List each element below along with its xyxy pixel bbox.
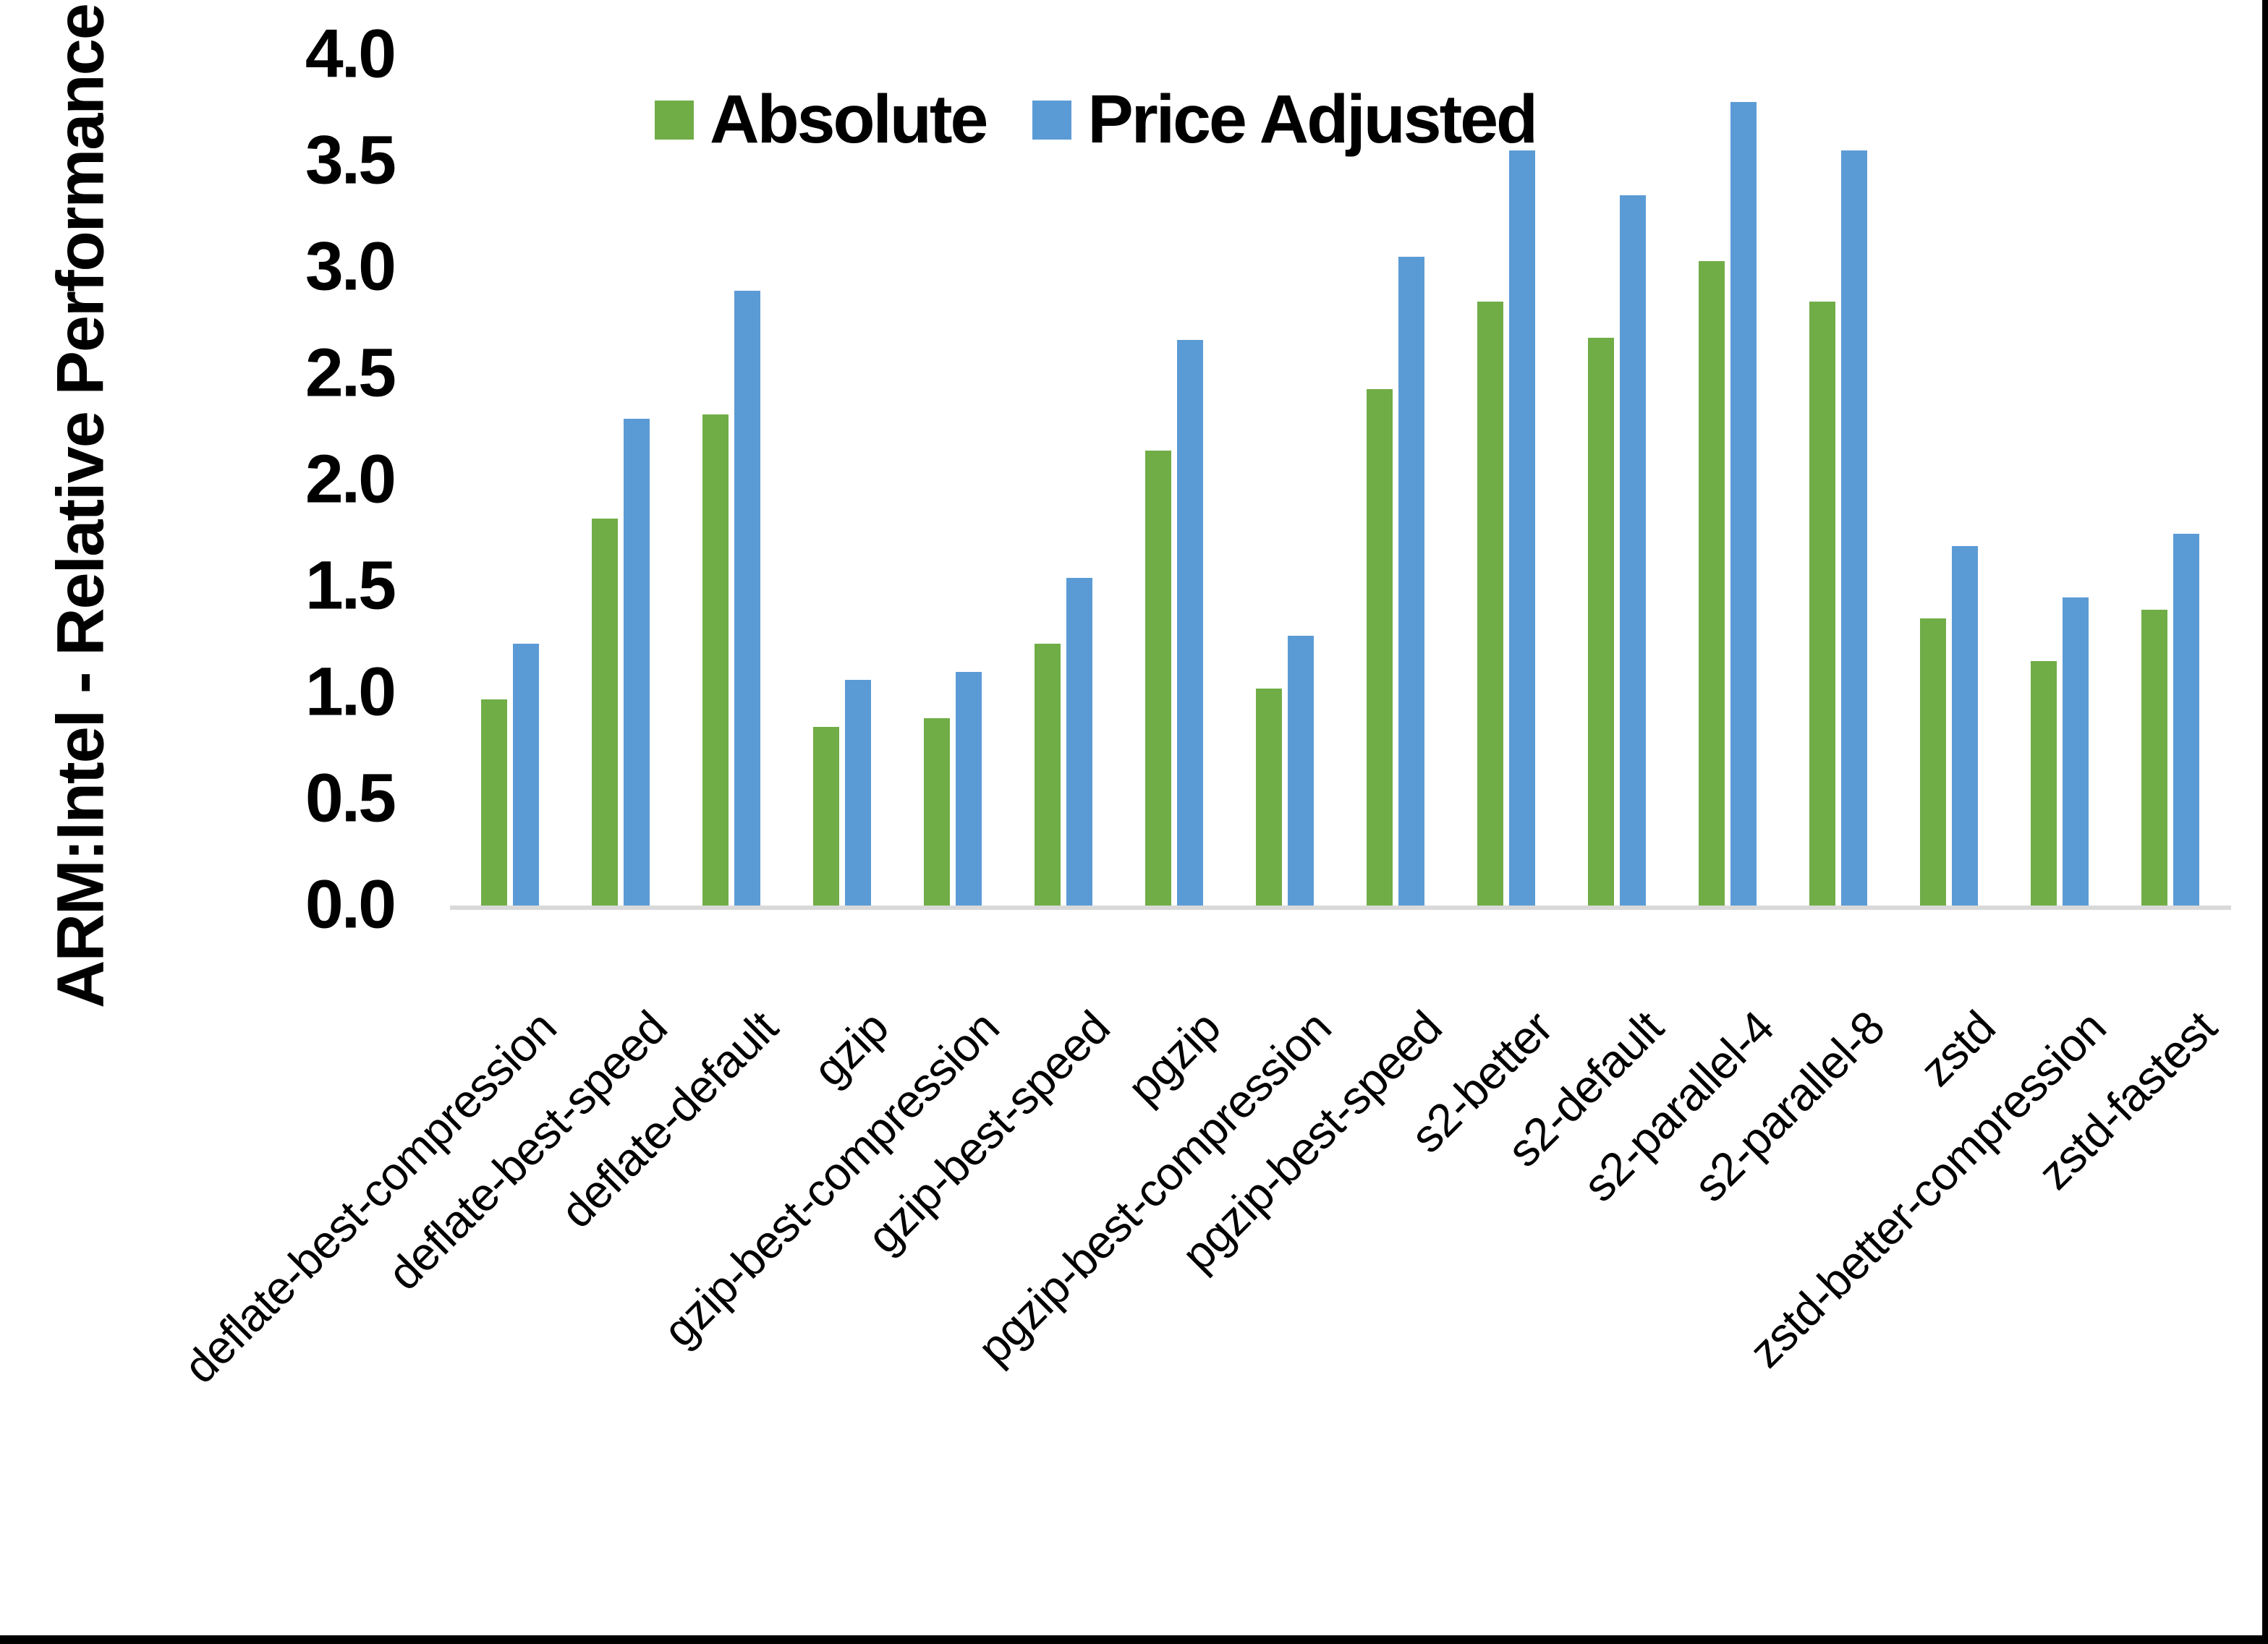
y-tick-0.5: 0.5 bbox=[305, 759, 396, 837]
bar-zstd-fastest-absolute bbox=[2141, 610, 2167, 908]
x-axis-line bbox=[450, 906, 2231, 910]
y-tick-4.0: 4.0 bbox=[305, 15, 396, 93]
bar-deflate-best-speed-price-adjusted bbox=[624, 418, 650, 908]
legend-label-price-adjusted: Price Adjusted bbox=[1087, 81, 1538, 158]
bar-zstd-better-compression-absolute bbox=[2031, 660, 2057, 908]
y-tick-2.0: 2.0 bbox=[305, 440, 396, 518]
bar-pgzip-price-adjusted bbox=[1177, 340, 1203, 908]
bar-gzip-best-speed-price-adjusted bbox=[1066, 578, 1092, 908]
y-tick-3.0: 3.0 bbox=[305, 228, 396, 305]
bar-gzip-absolute bbox=[813, 727, 839, 908]
y-axis-title: ARM:Intel - Relative Performance bbox=[43, 4, 118, 1008]
legend-label-absolute: Absolute bbox=[710, 81, 988, 158]
bar-deflate-best-speed-absolute bbox=[592, 518, 618, 908]
bar-s2-parallel-4-price-adjusted bbox=[1730, 101, 1757, 908]
legend-swatch-price-adjusted bbox=[1032, 100, 1072, 140]
bar-s2-parallel-8-price-adjusted bbox=[1841, 150, 1867, 908]
bar-pgzip-best-speed-price-adjusted bbox=[1398, 257, 1424, 908]
bar-s2-better-price-adjusted bbox=[1509, 150, 1535, 908]
bar-deflate-default-price-adjusted bbox=[734, 291, 760, 908]
screenshot-bottom-border bbox=[0, 1635, 2268, 1644]
bar-gzip-best-compression-price-adjusted bbox=[956, 671, 982, 908]
bar-zstd-price-adjusted bbox=[1952, 546, 1978, 908]
bar-gzip-best-speed-absolute bbox=[1035, 644, 1061, 908]
bar-s2-default-price-adjusted bbox=[1620, 195, 1646, 908]
y-tick-2.5: 2.5 bbox=[305, 334, 396, 412]
screenshot-right-border bbox=[2262, 0, 2268, 1644]
legend-item-absolute: Absolute bbox=[655, 81, 988, 158]
bar-pgzip-best-speed-absolute bbox=[1367, 388, 1393, 908]
bar-deflate-default-absolute bbox=[702, 414, 729, 908]
y-tick-1.0: 1.0 bbox=[305, 653, 396, 731]
bar-zstd-fastest-price-adjusted bbox=[2173, 533, 2199, 908]
bar-s2-parallel-4-absolute bbox=[1699, 261, 1725, 908]
bar-s2-better-absolute bbox=[1477, 302, 1503, 908]
bar-deflate-best-compression-absolute bbox=[481, 699, 507, 908]
bar-zstd-absolute bbox=[1920, 618, 1946, 908]
bar-pgzip-best-compression-absolute bbox=[1256, 689, 1282, 908]
bar-pgzip-absolute bbox=[1145, 450, 1171, 908]
bar-pgzip-best-compression-price-adjusted bbox=[1288, 635, 1314, 908]
chart-legend: Absolute Price Adjusted bbox=[655, 81, 1538, 158]
bar-gzip-best-compression-absolute bbox=[924, 718, 950, 908]
bar-s2-default-absolute bbox=[1588, 338, 1614, 908]
bar-zstd-better-compression-price-adjusted bbox=[2063, 597, 2089, 908]
bar-gzip-price-adjusted bbox=[845, 680, 871, 908]
y-tick-3.5: 3.5 bbox=[305, 122, 396, 199]
y-tick-0.0: 0.0 bbox=[305, 866, 396, 943]
legend-swatch-absolute bbox=[655, 100, 694, 140]
y-tick-1.5: 1.5 bbox=[305, 547, 396, 624]
bar-s2-parallel-8-absolute bbox=[1809, 302, 1835, 908]
legend-item-price-adjusted: Price Adjusted bbox=[1032, 81, 1538, 158]
bar-deflate-best-compression-price-adjusted bbox=[513, 644, 539, 908]
